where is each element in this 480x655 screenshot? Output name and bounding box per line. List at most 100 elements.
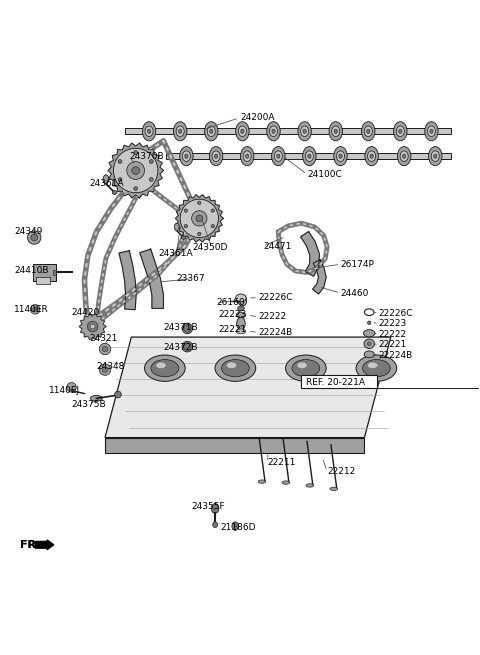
Ellipse shape [368, 151, 376, 161]
Ellipse shape [182, 341, 192, 352]
Ellipse shape [212, 151, 220, 161]
Circle shape [211, 209, 215, 212]
Circle shape [67, 383, 76, 392]
Ellipse shape [147, 129, 151, 134]
Ellipse shape [400, 151, 408, 161]
Ellipse shape [227, 362, 236, 368]
Text: FR.: FR. [20, 540, 40, 550]
Text: 24471: 24471 [263, 242, 291, 251]
Text: 24361A: 24361A [158, 249, 193, 258]
Circle shape [118, 178, 122, 181]
Ellipse shape [272, 147, 285, 166]
Ellipse shape [232, 522, 239, 531]
Ellipse shape [298, 122, 312, 141]
Ellipse shape [292, 360, 320, 377]
Ellipse shape [394, 122, 407, 141]
Ellipse shape [362, 360, 390, 377]
Ellipse shape [209, 147, 223, 166]
Polygon shape [79, 314, 106, 339]
Text: 23367: 23367 [177, 274, 205, 283]
Circle shape [192, 211, 207, 226]
Circle shape [33, 307, 37, 312]
Ellipse shape [243, 151, 251, 161]
Ellipse shape [300, 126, 309, 136]
Ellipse shape [221, 360, 249, 377]
Ellipse shape [397, 147, 411, 166]
Bar [166, 153, 451, 159]
Ellipse shape [399, 129, 402, 134]
Ellipse shape [179, 129, 182, 134]
Ellipse shape [176, 126, 184, 136]
Ellipse shape [361, 122, 375, 141]
Polygon shape [108, 143, 163, 198]
Circle shape [368, 321, 371, 324]
Text: 22221: 22221 [379, 340, 407, 349]
Ellipse shape [144, 355, 185, 381]
Text: 22223: 22223 [218, 310, 247, 319]
Polygon shape [300, 232, 319, 276]
Ellipse shape [403, 154, 406, 159]
Ellipse shape [182, 323, 192, 333]
Ellipse shape [303, 129, 306, 134]
Ellipse shape [215, 154, 218, 159]
Circle shape [183, 343, 191, 350]
Text: 24349: 24349 [14, 227, 42, 236]
Bar [33, 265, 56, 280]
Text: 22211: 22211 [268, 458, 296, 467]
Text: 22221: 22221 [218, 326, 247, 335]
Text: 24361A: 24361A [89, 179, 124, 189]
Ellipse shape [180, 147, 193, 166]
Ellipse shape [396, 126, 404, 136]
Text: 1140EJ: 1140EJ [48, 386, 80, 395]
Circle shape [90, 324, 95, 329]
Circle shape [127, 162, 144, 179]
Circle shape [99, 364, 111, 375]
Ellipse shape [339, 154, 342, 159]
Circle shape [87, 321, 98, 332]
Ellipse shape [336, 151, 345, 161]
Ellipse shape [213, 522, 217, 527]
Ellipse shape [368, 362, 377, 368]
Ellipse shape [238, 295, 247, 306]
Ellipse shape [330, 487, 337, 491]
Ellipse shape [156, 362, 166, 368]
Ellipse shape [276, 154, 280, 159]
Ellipse shape [238, 306, 244, 310]
Circle shape [149, 178, 153, 181]
Ellipse shape [364, 351, 374, 358]
Ellipse shape [112, 191, 117, 195]
Ellipse shape [430, 129, 433, 134]
Ellipse shape [173, 122, 187, 141]
Ellipse shape [329, 122, 342, 141]
Circle shape [198, 233, 201, 236]
Polygon shape [105, 438, 364, 453]
Ellipse shape [332, 126, 340, 136]
Text: 24375B: 24375B [72, 400, 106, 409]
Polygon shape [312, 260, 326, 294]
Ellipse shape [306, 484, 314, 487]
Ellipse shape [370, 154, 373, 159]
Text: 22212: 22212 [327, 466, 355, 476]
Ellipse shape [363, 329, 375, 337]
Circle shape [118, 160, 122, 164]
Text: 22222: 22222 [258, 312, 286, 322]
Bar [36, 277, 49, 284]
Text: 24371B: 24371B [163, 323, 198, 332]
Text: 22222: 22222 [379, 329, 407, 339]
Text: 1140ER: 1140ER [14, 305, 49, 314]
Ellipse shape [240, 147, 254, 166]
Ellipse shape [356, 355, 397, 381]
Circle shape [184, 209, 188, 212]
Text: 22224B: 22224B [258, 328, 292, 337]
Ellipse shape [258, 480, 266, 483]
Text: 24370B: 24370B [129, 152, 164, 160]
Ellipse shape [308, 154, 311, 159]
Ellipse shape [237, 318, 245, 330]
Text: 26160: 26160 [216, 298, 245, 307]
Text: 24355F: 24355F [191, 502, 225, 512]
Circle shape [113, 148, 158, 193]
Ellipse shape [365, 147, 378, 166]
Text: 24410B: 24410B [14, 265, 48, 274]
Ellipse shape [425, 122, 438, 141]
Ellipse shape [210, 129, 213, 134]
